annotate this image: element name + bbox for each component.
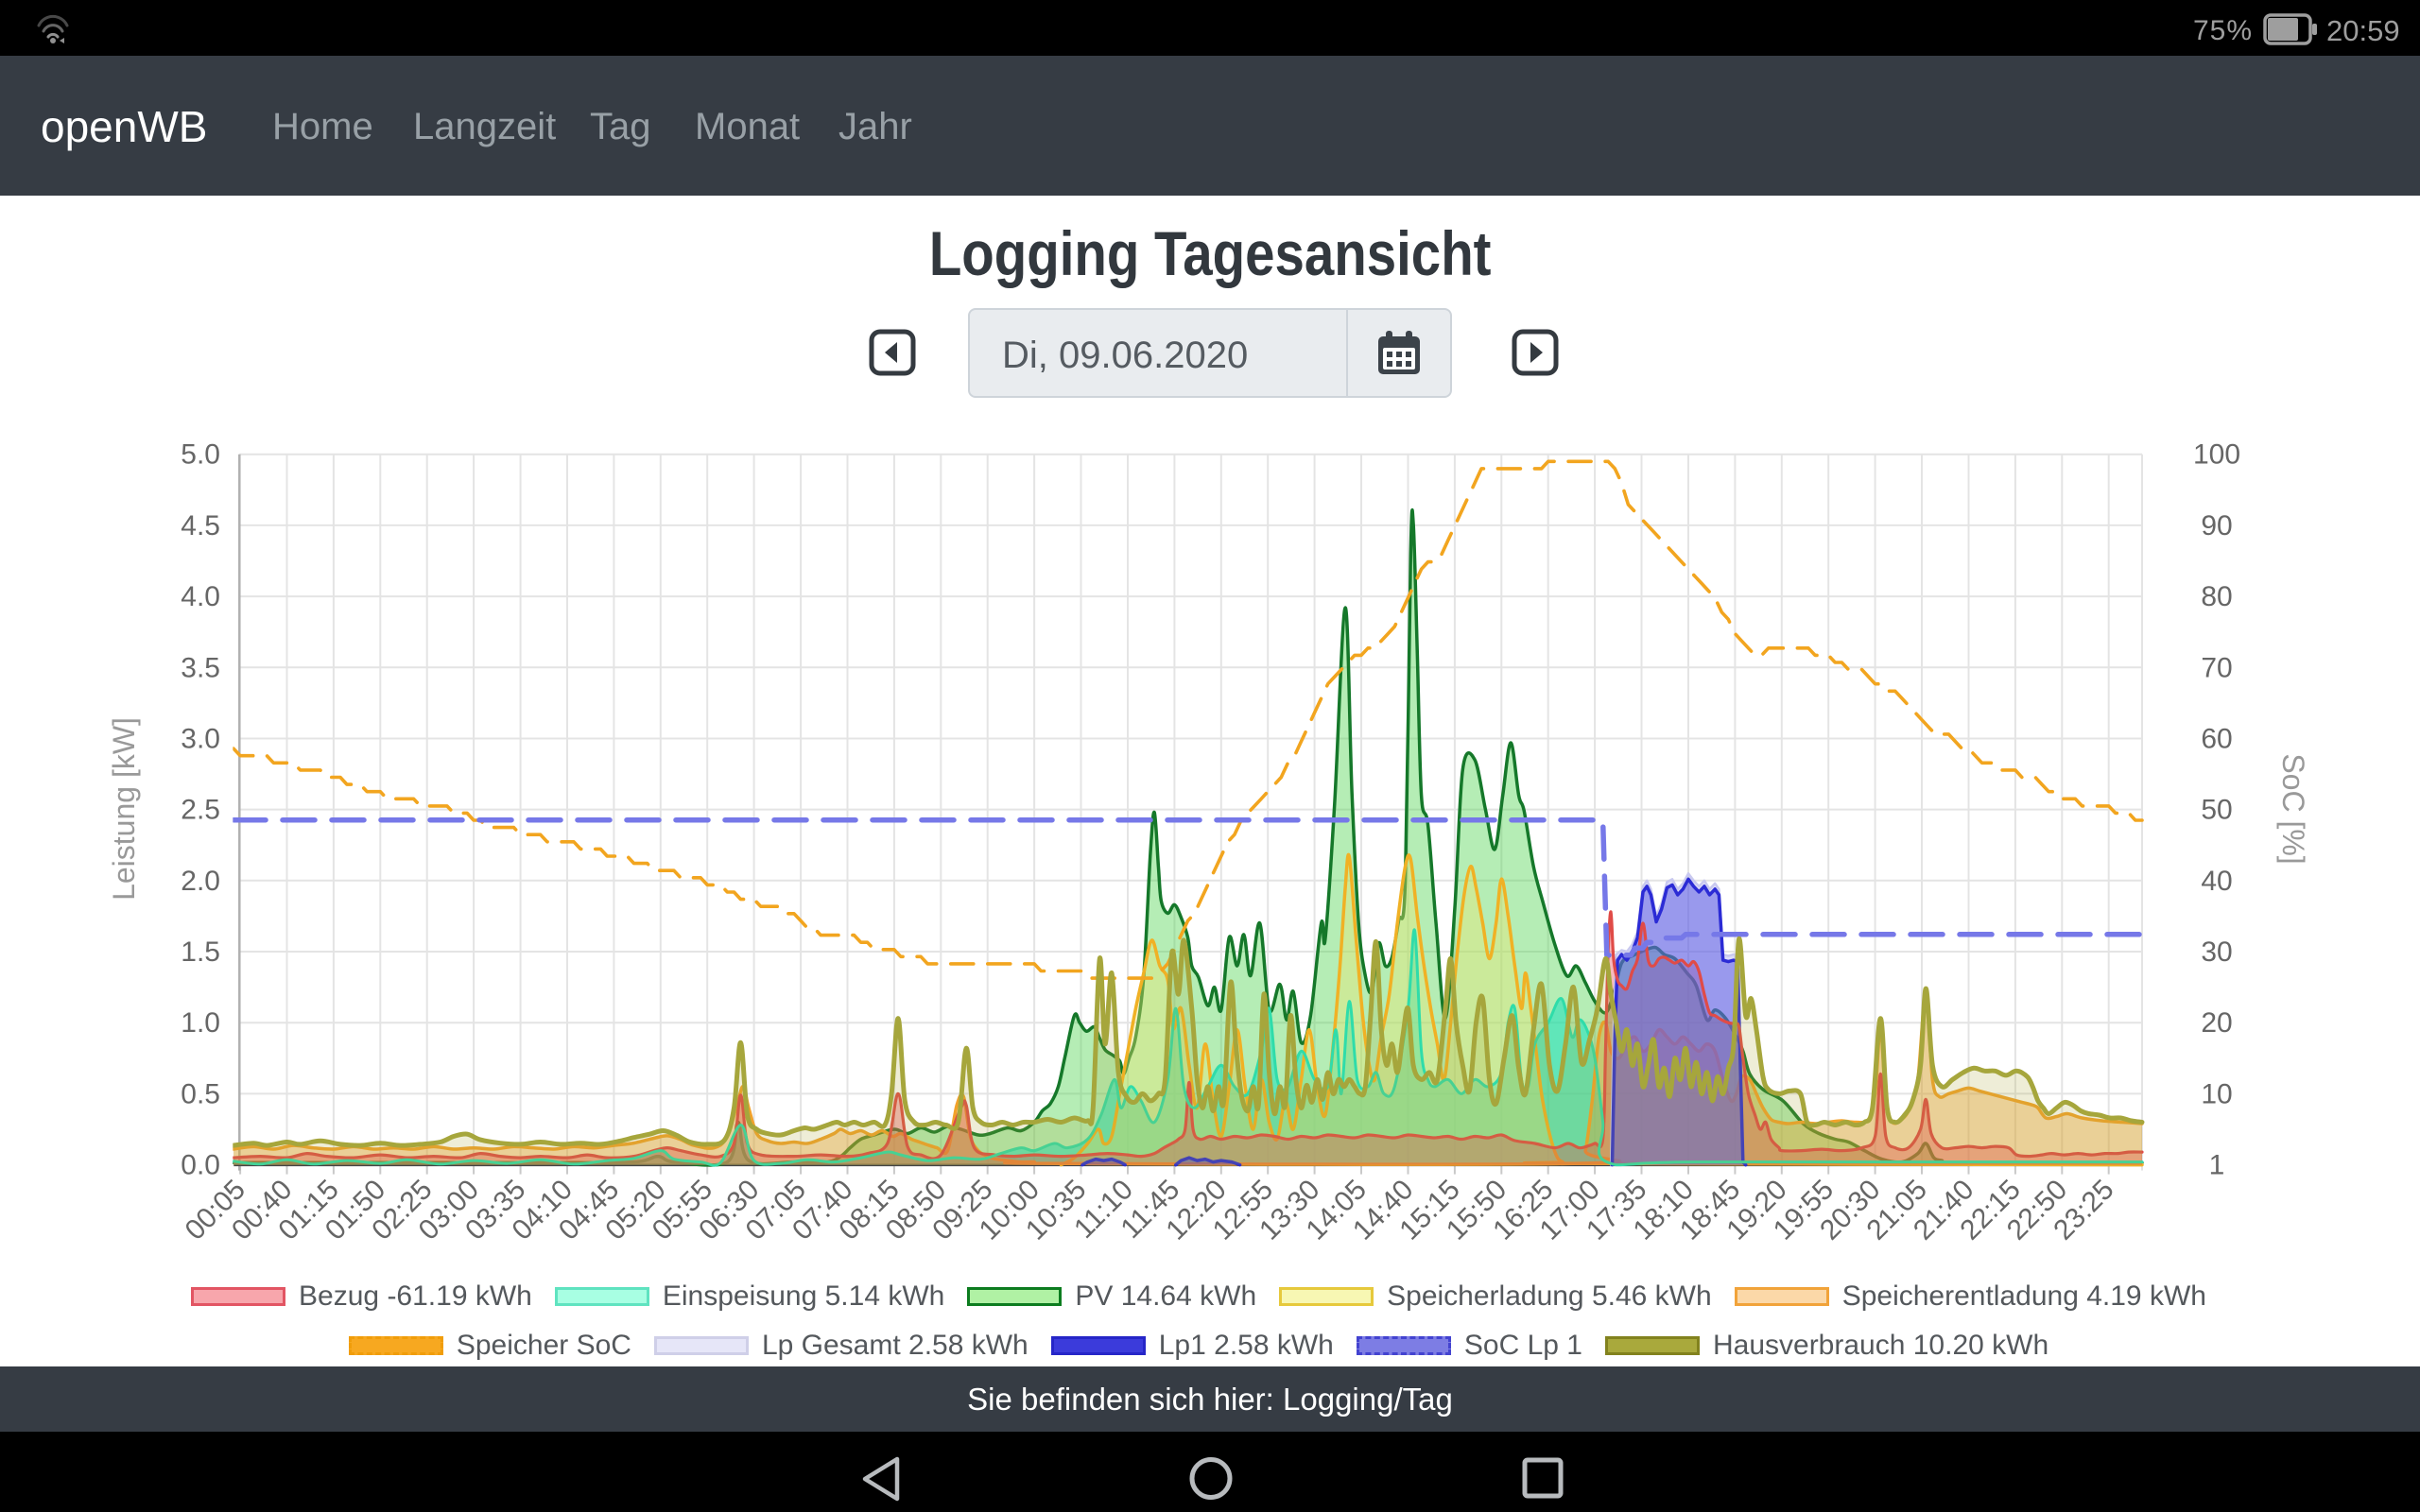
svg-text:3.5: 3.5: [181, 652, 220, 683]
svg-text:70: 70: [2201, 652, 2232, 683]
svg-text:1: 1: [2209, 1150, 2225, 1181]
svg-text:5.0: 5.0: [181, 439, 220, 471]
svg-text:30: 30: [2201, 936, 2232, 968]
svg-text:60: 60: [2201, 724, 2232, 755]
svg-text:4.5: 4.5: [181, 510, 220, 541]
svg-text:10: 10: [2201, 1078, 2232, 1109]
svg-text:4.0: 4.0: [181, 581, 220, 612]
svg-text:Leistung [kW]: Leistung [kW]: [107, 717, 141, 901]
svg-text:2.5: 2.5: [181, 795, 220, 826]
svg-text:40: 40: [2201, 866, 2232, 897]
svg-text:3.0: 3.0: [181, 724, 220, 755]
svg-text:50: 50: [2201, 795, 2232, 826]
svg-text:0.5: 0.5: [181, 1078, 220, 1109]
svg-text:2.0: 2.0: [181, 866, 220, 897]
svg-text:1.5: 1.5: [181, 936, 220, 968]
svg-text:90: 90: [2201, 510, 2232, 541]
svg-text:20: 20: [2201, 1007, 2232, 1039]
svg-text:100: 100: [2193, 439, 2240, 471]
svg-text:0.0: 0.0: [181, 1150, 220, 1181]
svg-text:80: 80: [2201, 581, 2232, 612]
svg-text:1.0: 1.0: [181, 1007, 220, 1039]
svg-text:SoC [%]: SoC [%]: [2276, 753, 2310, 864]
